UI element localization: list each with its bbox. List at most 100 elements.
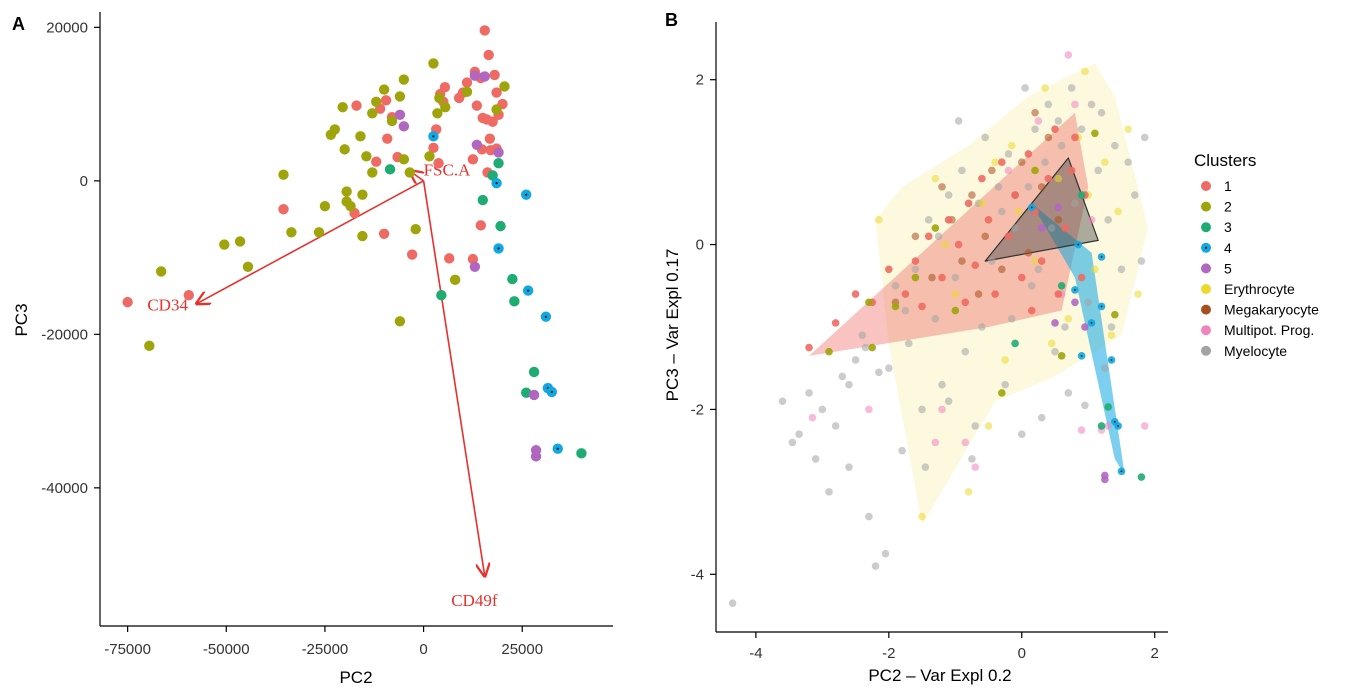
point-cluster-5 <box>530 451 542 462</box>
panel-a-x-tick-label: -50000 <box>203 641 250 658</box>
legend-swatch-center <box>1204 246 1208 249</box>
point-1 <box>961 298 970 307</box>
point-multipot-prog <box>931 438 940 447</box>
point-myelocyte <box>934 232 943 241</box>
point-cluster-4-center <box>556 447 559 450</box>
panel-a-y-tick-label: -40000 <box>41 480 88 497</box>
point-myelocyte <box>911 265 920 274</box>
point-myelocyte <box>778 397 787 405</box>
point-3 <box>1097 422 1106 430</box>
point-erythrocyte <box>1064 314 1073 323</box>
point-myelocyte <box>881 549 890 558</box>
point-myelocyte <box>998 207 1006 216</box>
point-myelocyte <box>1041 158 1049 166</box>
point-erythrocyte <box>1031 257 1039 265</box>
legend-label-2: 2 <box>1224 199 1232 215</box>
point-1 <box>911 257 920 265</box>
point-cluster-5 <box>469 70 481 81</box>
point-4-center <box>1080 354 1083 357</box>
point-erythrocyte <box>991 158 999 166</box>
panel-b-y-tick-label: 2 <box>696 72 704 89</box>
point-1 <box>1027 306 1036 315</box>
point-myelocyte <box>981 133 990 142</box>
panel-b-y-tick-label: -2 <box>691 401 704 418</box>
point-megakaryocyte <box>1024 249 1033 257</box>
point-myelocyte <box>1097 108 1106 117</box>
point-cluster-2 <box>449 274 461 286</box>
point-cluster-3 <box>520 387 532 398</box>
point-myelocyte <box>891 281 900 290</box>
point-cluster-1 <box>406 249 418 260</box>
point-cluster-2 <box>286 227 297 238</box>
point-1 <box>1071 133 1079 142</box>
point-2 <box>1057 352 1066 360</box>
point-myelocyte <box>961 347 970 356</box>
point-myelocyte <box>1137 257 1146 265</box>
panel-b-x-tick-label: 0 <box>1018 645 1026 662</box>
point-erythrocyte <box>1041 84 1049 92</box>
point-4-center <box>1120 470 1123 473</box>
point-myelocyte <box>944 397 953 405</box>
point-cluster-4-center <box>495 182 498 185</box>
legend-label-multipot-prog: Multipot. Prog. <box>1224 322 1314 338</box>
point-megakaryocyte <box>988 166 996 175</box>
point-cluster-1 <box>380 95 392 106</box>
point-1 <box>1044 174 1053 183</box>
point-cluster-1 <box>461 77 473 88</box>
point-megakaryocyte <box>928 273 936 282</box>
point-1 <box>805 343 813 352</box>
point-myelocyte <box>898 446 906 455</box>
point-multipot-prog <box>1071 100 1079 109</box>
point-myelocyte <box>904 339 913 348</box>
point-erythrocyte <box>1047 339 1056 348</box>
point-cluster-4-center <box>497 247 500 250</box>
point-myelocyte <box>788 438 797 447</box>
panel-b-label: B <box>665 10 678 30</box>
point-cluster-1 <box>467 154 479 165</box>
legend-label-1: 1 <box>1224 178 1232 194</box>
point-erythrocyte <box>875 216 883 224</box>
point-cluster-2 <box>155 266 167 277</box>
point-cluster-1 <box>489 69 500 81</box>
point-multipot-prog <box>1104 422 1112 430</box>
point-1 <box>938 273 946 282</box>
point-myelocyte <box>1104 216 1112 224</box>
point-1 <box>1054 290 1063 298</box>
point-myelocyte <box>901 306 910 315</box>
point-megakaryocyte <box>968 191 976 199</box>
point-erythrocyte <box>1091 265 1099 274</box>
point-myelocyte <box>1001 380 1009 389</box>
point-1 <box>984 216 993 224</box>
panel-b-x-tick-label: -4 <box>749 645 762 662</box>
point-myelocyte <box>968 455 976 463</box>
point-cluster-1 <box>183 290 194 301</box>
point-cluster-3 <box>477 194 488 206</box>
point-1 <box>1061 224 1069 232</box>
point-multipot-prog <box>1004 166 1013 175</box>
panel-a-x-tick-label: -25000 <box>302 641 349 658</box>
point-2 <box>868 343 877 352</box>
point-myelocyte <box>1077 125 1086 133</box>
point-1 <box>998 158 1006 166</box>
point-cluster-2 <box>398 74 410 85</box>
point-cluster-1 <box>483 49 494 61</box>
panel-a-y-tick-label: 20000 <box>46 19 88 36</box>
point-cluster-2 <box>329 124 340 135</box>
legend-label-megakaryocyte: Megakaryocyte <box>1224 302 1319 318</box>
point-myelocyte <box>1057 141 1066 150</box>
point-3 <box>1104 403 1112 411</box>
point-2 <box>911 273 920 282</box>
point-erythrocyte <box>951 290 960 298</box>
point-myelocyte <box>838 372 847 381</box>
point-2 <box>865 298 873 307</box>
legend-label-5: 5 <box>1224 260 1232 276</box>
point-cluster-3 <box>436 290 447 301</box>
hull-4 <box>1031 203 1125 476</box>
legend-swatch-3 <box>1201 222 1211 233</box>
point-1 <box>1004 232 1013 241</box>
point-cluster-5 <box>469 261 481 273</box>
point-myelocyte <box>861 343 870 352</box>
panel-b-points <box>728 51 1149 607</box>
point-3 <box>1137 473 1146 481</box>
point-1 <box>885 265 893 274</box>
